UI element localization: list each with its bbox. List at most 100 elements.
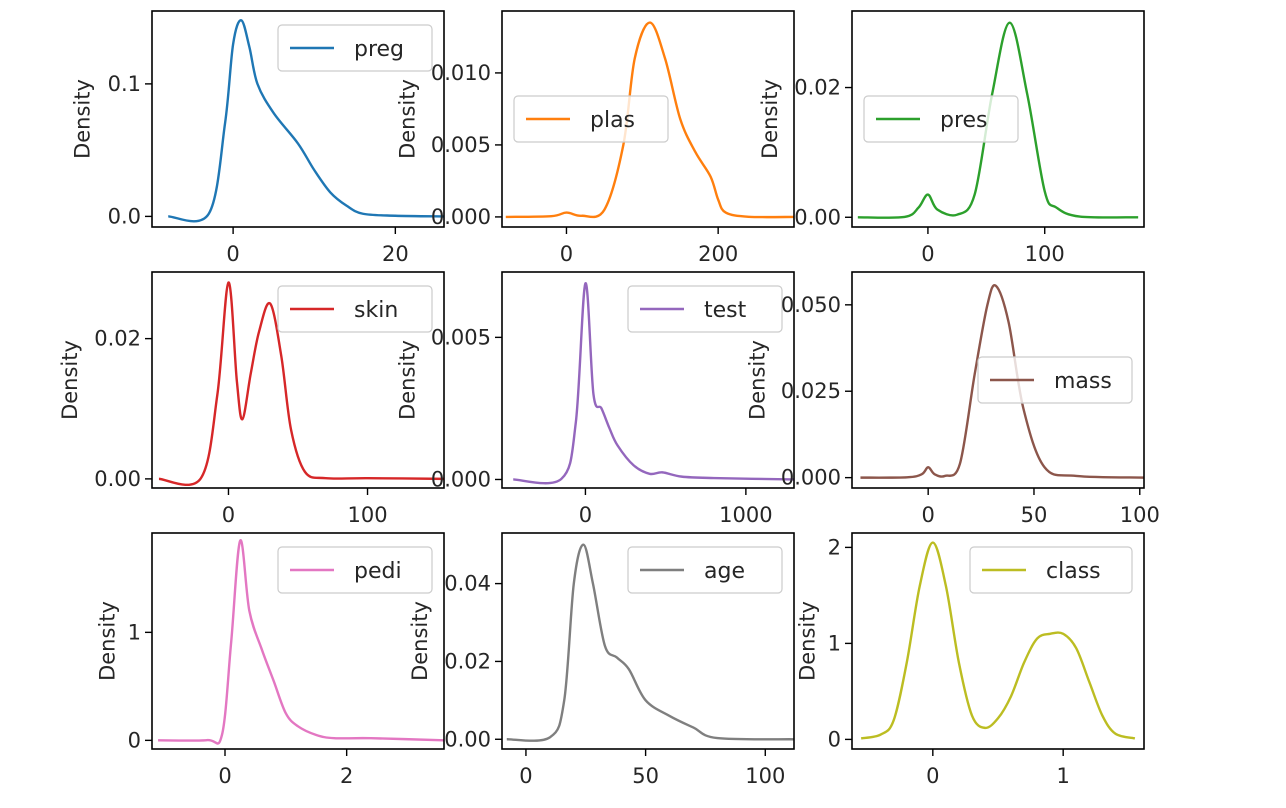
subplot-age: 0 50 100 0.00 0.02 0.04 Density age <box>408 532 795 788</box>
legend-box <box>977 356 1133 404</box>
x-tick-label: 200 <box>698 242 738 266</box>
y-axis-label: Density <box>396 79 420 159</box>
legend-label: preg <box>354 37 404 62</box>
y-tick-label: 0.02 <box>444 649 491 673</box>
y-tick-label: 0.050 <box>781 293 841 317</box>
density-line-preg <box>168 19 444 223</box>
x-tick-label: 0 <box>218 764 231 788</box>
legend: mass <box>977 356 1133 404</box>
axes-frame <box>151 532 445 750</box>
x-tick-label: 0 <box>921 503 934 527</box>
density-line-plas <box>505 21 794 219</box>
subplot-plas: 0 200 0.000 0.005 0.010 Density plas <box>396 10 795 266</box>
legend-box <box>627 546 783 594</box>
x-tick-label: 0 <box>921 242 934 266</box>
x-tick-label: 20 <box>382 242 409 266</box>
y-axis-label: Density <box>396 340 420 420</box>
y-tick-label: 2 <box>828 535 841 559</box>
density-line-mass <box>860 284 1144 479</box>
x-tick-label: 1 <box>1056 764 1069 788</box>
x-tick-label: 50 <box>632 764 659 788</box>
y-tick-label: 0.0 <box>108 204 141 228</box>
axes-frame <box>501 532 795 750</box>
y-axis-label: Density <box>58 340 82 420</box>
y-axis-label: Density <box>746 340 770 420</box>
x-tick-label: 1000 <box>719 503 772 527</box>
legend: test <box>627 285 783 333</box>
y-tick-label: 0.00 <box>444 727 491 751</box>
y-tick-label: 0.005 <box>431 325 491 349</box>
x-tick-label: 2 <box>340 764 353 788</box>
density-line-skin <box>158 281 444 486</box>
legend-label: test <box>704 298 747 323</box>
x-tick-label: 100 <box>347 503 387 527</box>
legend-box <box>277 285 433 333</box>
x-tick-label: 100 <box>1120 503 1160 527</box>
legend-box <box>969 546 1133 594</box>
y-tick-label: 0.04 <box>444 572 491 596</box>
axes-frame <box>501 271 795 489</box>
legend-label: class <box>1046 559 1101 584</box>
legend-label: plas <box>590 108 635 133</box>
y-axis-label: Density <box>96 601 120 681</box>
axes-frame <box>501 10 795 228</box>
legend-label: mass <box>1054 369 1112 394</box>
legend-label: skin <box>354 298 398 323</box>
legend-label: pedi <box>354 559 402 584</box>
x-tick-label: 0 <box>579 503 592 527</box>
subplot-mass: 0 50 100 0.000 0.025 0.050 Density mass <box>746 271 1160 527</box>
legend: age <box>627 546 783 594</box>
x-tick-label: 50 <box>1021 503 1048 527</box>
y-tick-label: 0.005 <box>431 133 491 157</box>
legend: pres <box>863 95 1019 143</box>
axes-frame <box>851 271 1145 489</box>
legend: plas <box>513 95 669 143</box>
y-tick-label: 0.00 <box>94 467 141 491</box>
axes-frame <box>851 10 1145 228</box>
y-axis-label: Density <box>408 601 432 681</box>
y-tick-label: 1 <box>828 631 841 655</box>
legend-box <box>863 95 1019 143</box>
y-tick-label: 0.02 <box>94 327 141 351</box>
legend-box <box>277 24 433 72</box>
legend-label: age <box>704 559 745 584</box>
y-tick-label: 0.00 <box>794 205 841 229</box>
x-tick-label: 100 <box>1025 242 1065 266</box>
axes-frame <box>851 532 1145 750</box>
y-tick-label: 0.025 <box>781 379 841 403</box>
x-tick-label: 0 <box>926 764 939 788</box>
y-tick-label: 0.000 <box>781 466 841 490</box>
legend-box <box>513 95 669 143</box>
subplot-test: 0 1000 0.000 0.005 Density test <box>396 271 795 527</box>
axes-frame <box>151 10 445 228</box>
x-tick-label: 0 <box>226 242 239 266</box>
density-line-class <box>860 541 1136 740</box>
y-tick-label: 0.010 <box>431 61 491 85</box>
y-tick-label: 0 <box>128 728 141 752</box>
y-tick-label: 0.000 <box>431 467 491 491</box>
legend-label: pres <box>940 108 988 133</box>
y-tick-label: 0.1 <box>108 72 141 96</box>
y-tick-label: 0.000 <box>431 205 491 229</box>
axes-frame <box>151 271 445 489</box>
legend: pedi <box>277 546 433 594</box>
x-tick-label: 0 <box>222 503 235 527</box>
density-line-pedi <box>158 539 444 745</box>
y-axis-label: Density <box>71 79 95 159</box>
x-tick-label: 0 <box>519 764 532 788</box>
subplot-skin: 0 100 0.00 0.02 Density skin <box>58 271 445 527</box>
subplot-preg: 0 20 0.0 0.1 Density preg <box>71 10 445 266</box>
y-tick-label: 1 <box>128 620 141 644</box>
y-tick-label: 0 <box>828 727 841 751</box>
y-tick-label: 0.02 <box>794 76 841 100</box>
legend: preg <box>277 24 433 72</box>
subplot-class: 0 1 0 1 2 Density class <box>796 532 1145 788</box>
legend: class <box>969 546 1133 594</box>
legend-box <box>627 285 783 333</box>
x-tick-label: 0 <box>560 242 573 266</box>
subplot-pres: 0 100 0.00 0.02 Density pres <box>758 10 1145 266</box>
y-axis-label: Density <box>796 601 820 681</box>
y-axis-label: Density <box>758 79 782 159</box>
